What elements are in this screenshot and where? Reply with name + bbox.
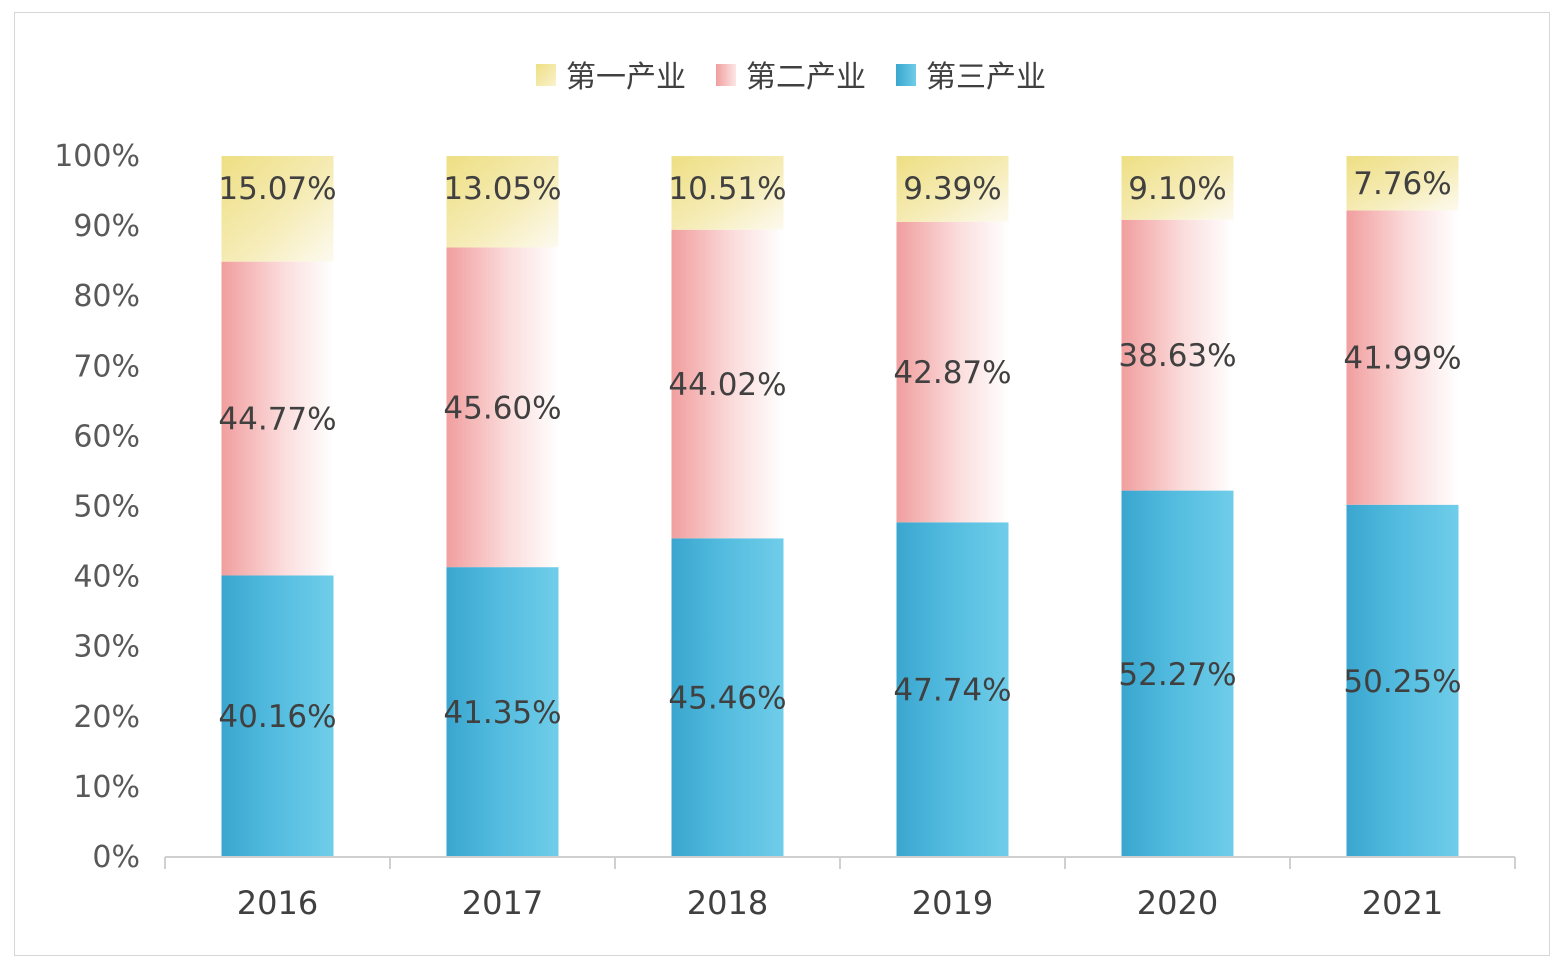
data-label: 44.77% — [218, 402, 336, 438]
data-label: 44.02% — [668, 367, 786, 403]
y-tick-label: 40% — [73, 560, 140, 595]
bar-segment — [1346, 156, 1459, 211]
legend-swatch — [716, 64, 736, 86]
x-tick-label: 2021 — [1362, 884, 1443, 922]
data-label: 9.39% — [903, 171, 1001, 207]
bar-segment — [671, 229, 784, 539]
bar-segment — [446, 247, 559, 568]
legend: 第一产业 第二产业 第三产业 — [536, 60, 1046, 95]
y-tick-label: 60% — [73, 419, 140, 454]
y-axis: 0% 10% 20% 30% 40% 50% 60% 70% 80% 90% 100% — [54, 139, 140, 875]
legend-label: 第二产业 — [746, 60, 866, 95]
y-tick-label: 0% — [92, 840, 140, 875]
bars: 40.16% 44.77% 15.07% 41.35% 45.60% 13.05% 45.4… — [218, 156, 1462, 857]
bar-segment — [446, 156, 559, 248]
legend-label: 第三产业 — [926, 60, 1046, 95]
data-label: 52.27% — [1118, 657, 1236, 693]
y-tick-label: 70% — [73, 349, 140, 384]
bar-segment — [1121, 219, 1234, 491]
data-label: 41.35% — [443, 695, 561, 731]
legend-swatch — [536, 64, 556, 86]
data-label: 10.51% — [668, 171, 786, 207]
data-label: 47.74% — [893, 673, 1011, 709]
x-tick-label: 2018 — [687, 884, 768, 922]
x-tick-label: 2017 — [462, 884, 543, 922]
data-label: 41.99% — [1343, 341, 1461, 377]
bar-segment — [1346, 504, 1459, 857]
y-tick-label: 10% — [73, 770, 140, 805]
bar-segment — [896, 156, 1009, 222]
legend-swatch — [896, 64, 916, 86]
data-label: 7.76% — [1353, 166, 1451, 202]
bar-segment — [896, 221, 1009, 523]
bar-segment — [1346, 210, 1459, 505]
bar-segment — [221, 575, 334, 857]
x-axis: 2016 2017 2018 2019 2020 2021 — [164, 856, 1516, 922]
bar-segment — [896, 522, 1009, 857]
bar-segment — [221, 261, 334, 576]
x-tick-label: 2016 — [237, 884, 318, 922]
legend-label: 第一产业 — [566, 60, 686, 95]
bar-segment — [671, 156, 784, 230]
data-label: 42.87% — [893, 355, 1011, 391]
y-tick-label: 30% — [73, 630, 140, 665]
bar-segment — [221, 156, 334, 262]
y-tick-label: 50% — [73, 490, 140, 525]
data-label: 45.60% — [443, 390, 561, 426]
data-label: 45.46% — [668, 681, 786, 717]
data-label: 15.07% — [218, 171, 336, 207]
data-label: 9.10% — [1128, 171, 1226, 207]
bar-segment — [671, 538, 784, 857]
y-tick-label: 90% — [73, 209, 140, 244]
data-label: 13.05% — [443, 171, 561, 207]
y-tick-label: 80% — [73, 279, 140, 314]
bar-segment — [1121, 490, 1234, 857]
bar-segment — [1121, 156, 1234, 220]
y-tick-label: 20% — [73, 700, 140, 735]
data-label: 38.63% — [1118, 338, 1236, 374]
y-tick-label: 100% — [54, 139, 140, 174]
x-tick-label: 2020 — [1137, 884, 1218, 922]
x-tick-label: 2019 — [912, 884, 993, 922]
data-label: 50.25% — [1343, 664, 1461, 700]
data-label: 40.16% — [218, 699, 336, 735]
bar-segment — [446, 567, 559, 857]
